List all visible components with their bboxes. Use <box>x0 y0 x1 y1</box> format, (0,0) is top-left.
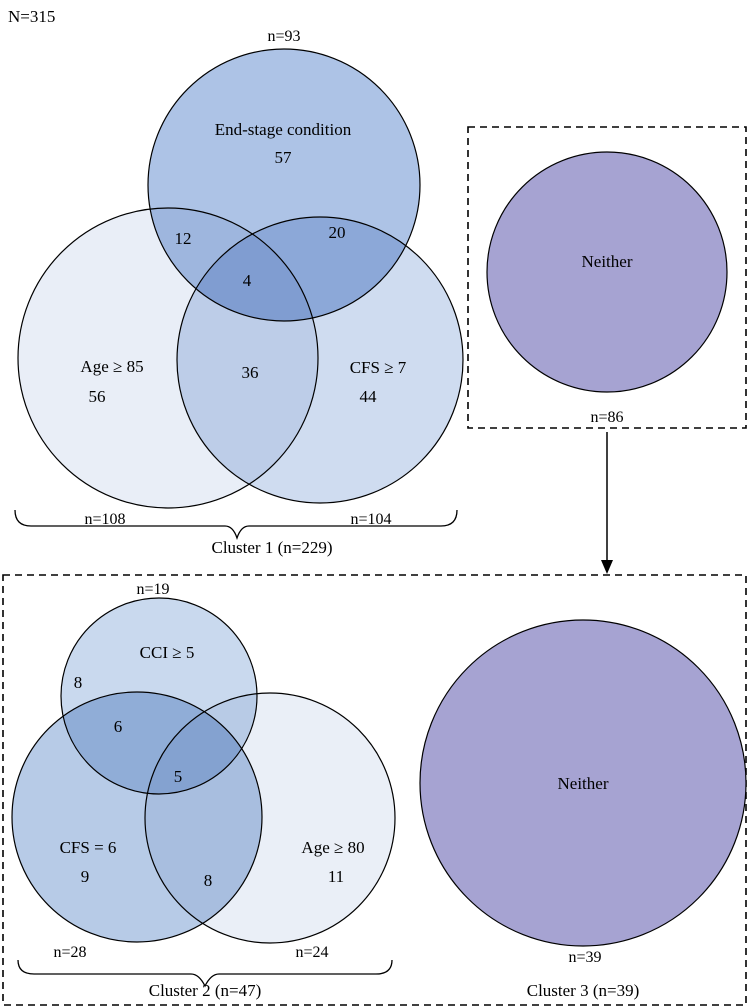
overlap-cfs-age-count: 8 <box>204 871 213 890</box>
neither-bottom-circle <box>419 619 747 947</box>
cfs6-n-label: n=28 <box>53 944 86 961</box>
neither-top-group: Neither n=86 <box>467 126 747 429</box>
neither-top-circle <box>486 151 728 393</box>
neither-top-box <box>467 126 747 429</box>
cluster3-title: Cluster 3 (n=39) <box>527 981 640 1000</box>
overlap-endstage-age-count: 12 <box>175 229 192 248</box>
age85-n-label: n=108 <box>84 511 125 528</box>
flow-arrow <box>601 432 613 574</box>
overlap-all-count-c1: 4 <box>243 271 252 290</box>
cluster1-title: Cluster 1 (n=229) <box>211 538 332 557</box>
endstage-count: 57 <box>275 148 293 167</box>
total-count-label: N=315 <box>8 7 55 26</box>
cluster2-brace <box>17 959 393 988</box>
neither-bottom-n-label: n=39 <box>568 949 601 966</box>
cfs7-circle <box>176 216 464 504</box>
cluster3-group: Neither n=39 Cluster 3 (n=39) <box>419 619 747 1000</box>
age80-count: 11 <box>328 867 344 886</box>
age85-title: Age ≥ 85 <box>80 357 143 376</box>
neither-top-label: Neither <box>582 252 633 271</box>
overlap-cci-cfs-count: 6 <box>114 717 123 736</box>
age80-n-label: n=24 <box>295 944 328 961</box>
age80-title: Age ≥ 80 <box>301 838 364 857</box>
overlap-endstage-cfs-count: 20 <box>329 223 346 242</box>
cci5-n-label: n=19 <box>136 581 169 598</box>
cfs6-count: 9 <box>81 867 90 886</box>
overlap-all-count-c2: 5 <box>174 767 183 786</box>
endstage-title: End-stage condition <box>215 120 352 139</box>
endstage-n-label: n=93 <box>267 28 300 45</box>
cci5-count: 8 <box>74 673 83 692</box>
cfs7-title: CFS ≥ 7 <box>350 358 407 377</box>
age80-circle <box>144 692 396 944</box>
neither-top-n-label: n=86 <box>590 409 623 426</box>
cluster2-title: Cluster 2 (n=47) <box>149 981 262 1000</box>
age85-count: 56 <box>89 387 106 406</box>
cluster23-box <box>2 574 747 1006</box>
overlap-age-cfs-count: 36 <box>242 363 259 382</box>
cfs7-count: 44 <box>360 387 378 406</box>
cfs7-n-label: n=104 <box>350 511 391 528</box>
flow-arrow-head <box>601 560 613 574</box>
cluster1-venn: n=93 End-stage condition 57 12 20 4 36 A… <box>14 28 464 557</box>
cci5-title: CCI ≥ 5 <box>140 643 195 662</box>
cfs6-title: CFS = 6 <box>60 838 117 857</box>
neither-bottom-label: Neither <box>558 774 609 793</box>
cluster2-venn: n=19 CCI ≥ 5 8 6 5 8 CFS = 6 9 Age ≥ 80 … <box>11 581 396 1000</box>
cluster1-brace <box>14 509 458 541</box>
